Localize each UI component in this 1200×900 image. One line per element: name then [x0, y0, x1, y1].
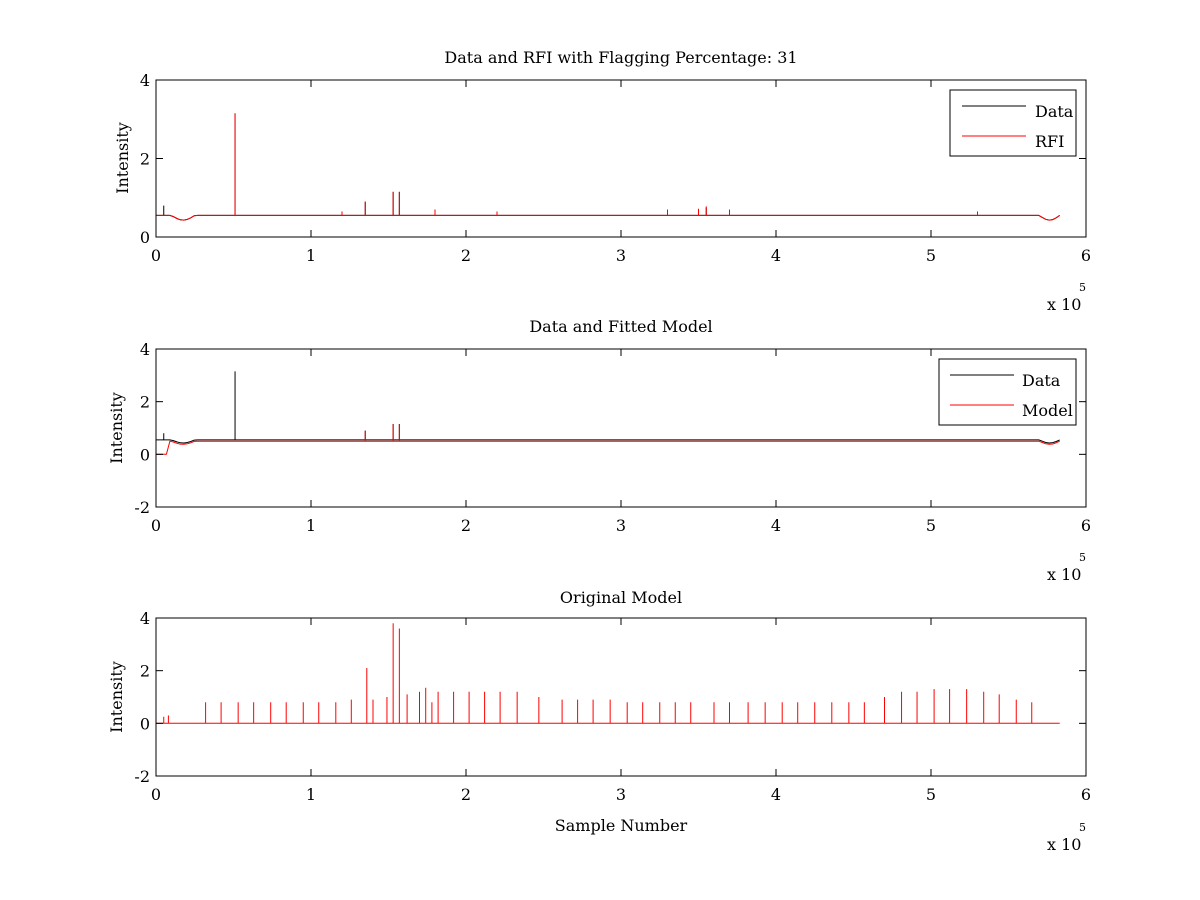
panel-1-xticks: 0 1 2 3 4 5 6: [151, 80, 1091, 265]
panel-1: Data and RFI with Flagging Percentage: 3…: [113, 48, 1091, 314]
legend-data-label: Data: [1022, 371, 1061, 390]
panel-2-x-exponent-base: x 10: [1047, 565, 1081, 584]
panel-2-yticks: -2 0 2 4: [134, 340, 1086, 517]
x-tick-label: 0: [151, 516, 161, 535]
y-tick-label: 2: [140, 150, 150, 169]
y-tick-label: 0: [140, 228, 150, 247]
panel-3-yticks: -2 0 2 4: [134, 609, 1086, 786]
panel-2-title: Data and Fitted Model: [529, 317, 712, 336]
x-tick-label: 0: [151, 785, 161, 804]
y-tick-label: -2: [134, 498, 150, 517]
y-tick-label: 4: [140, 609, 150, 628]
x-tick-label: 4: [771, 246, 781, 265]
panel-1-plot: [156, 113, 1060, 221]
x-tick-label: 1: [306, 785, 316, 804]
y-tick-label: 2: [140, 393, 150, 412]
model-series-line: [156, 440, 1060, 455]
rfi-series-line: [156, 214, 1060, 221]
x-tick-label: 4: [771, 785, 781, 804]
panel-1-yticks: 0 2 4: [140, 71, 1086, 247]
panel-2-xticks: 0 1 2 3 4 5 6: [151, 349, 1091, 535]
panel-3-x-exponent-power: 5: [1079, 821, 1086, 834]
y-tick-label: 4: [140, 340, 150, 359]
x-tick-label: 1: [306, 516, 316, 535]
legend-model-label: Model: [1022, 401, 1073, 420]
x-tick-label: 2: [461, 246, 471, 265]
x-tick-label: 5: [926, 785, 936, 804]
panel-2-plot: [156, 371, 1060, 455]
x-tick-label: 5: [926, 246, 936, 265]
x-tick-label: 3: [616, 246, 626, 265]
panel-3-x-exponent-base: x 10: [1047, 835, 1081, 854]
panel-2-ylabel: Intensity: [107, 392, 126, 464]
panel-2-x-exponent-power: 5: [1079, 551, 1086, 564]
x-tick-label: 3: [616, 516, 626, 535]
panel-3-title: Original Model: [560, 588, 682, 607]
x-tick-label: 6: [1081, 246, 1091, 265]
panel-3-ylabel: Intensity: [107, 661, 126, 733]
y-tick-label: 2: [140, 662, 150, 681]
x-tick-label: 2: [461, 516, 471, 535]
y-tick-label: -2: [134, 767, 150, 786]
y-tick-label: 4: [140, 71, 150, 90]
x-tick-label: 1: [306, 246, 316, 265]
x-tick-label: 2: [461, 785, 471, 804]
panel-1-x-exponent-base: x 10: [1047, 295, 1081, 314]
panel-1-x-exponent-power: 5: [1079, 281, 1086, 294]
panel-3-xticks: 0 1 2 3 4 5 6: [151, 618, 1091, 804]
x-tick-label: 3: [616, 785, 626, 804]
x-tick-label: 5: [926, 516, 936, 535]
panel-3-xlabel: Sample Number: [555, 816, 688, 835]
x-tick-label: 6: [1081, 785, 1091, 804]
x-tick-label: 6: [1081, 516, 1091, 535]
panel-1-ylabel: Intensity: [113, 122, 132, 194]
x-tick-label: 4: [771, 516, 781, 535]
panel-2-legend: Data Model: [938, 358, 1077, 426]
legend-data-label: Data: [1035, 102, 1074, 121]
legend-rfi-label: RFI: [1035, 132, 1064, 151]
panel-1-legend: Data RFI: [949, 89, 1077, 157]
data-series-line: [156, 439, 1060, 444]
y-tick-label: 0: [140, 445, 150, 464]
x-tick-label: 0: [151, 246, 161, 265]
panel-3-plot: [156, 623, 1060, 724]
panel-1-title: Data and RFI with Flagging Percentage: 3…: [444, 48, 797, 67]
y-tick-label: 0: [140, 714, 150, 733]
